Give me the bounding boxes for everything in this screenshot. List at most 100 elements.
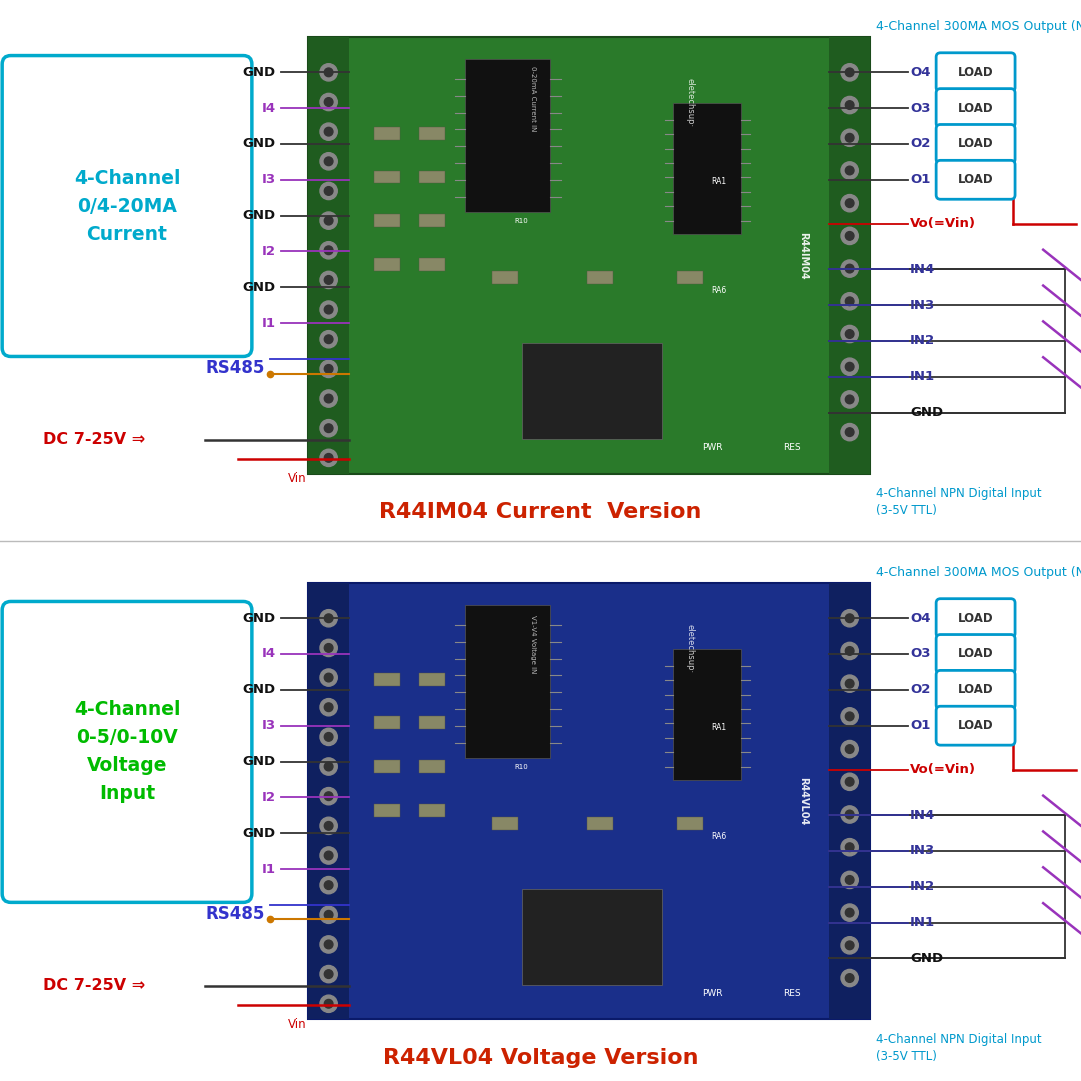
Circle shape [320,419,337,437]
Text: RA1: RA1 [711,723,726,732]
Bar [418,717,444,730]
Circle shape [845,843,854,852]
Text: LOAD: LOAD [958,612,993,625]
Circle shape [324,851,333,859]
Text: IN2: IN2 [910,334,935,347]
Circle shape [841,325,858,343]
Circle shape [320,846,337,864]
Text: I1: I1 [262,317,276,330]
Bar [418,760,444,773]
Text: IN3: IN3 [910,298,935,311]
Text: RES: RES [783,443,800,452]
FancyBboxPatch shape [936,124,1015,163]
Circle shape [845,745,854,753]
Circle shape [320,936,337,953]
Text: RES: RES [783,989,800,998]
Bar [418,672,444,685]
Text: LOAD: LOAD [958,719,993,732]
Circle shape [845,777,854,786]
Bar [418,126,444,139]
FancyBboxPatch shape [936,160,1015,199]
Circle shape [324,246,333,255]
Text: V1-V4 Voltage IN: V1-V4 Voltage IN [530,615,536,673]
Text: I1: I1 [262,863,276,876]
Circle shape [324,1000,333,1009]
Circle shape [320,698,337,716]
Bar [308,38,349,473]
Circle shape [320,729,337,746]
Text: DC 7-25V ⇒: DC 7-25V ⇒ [43,432,145,448]
Text: RA6: RA6 [711,285,726,295]
Text: 4-Channel
0/4-20MA
Current: 4-Channel 0/4-20MA Current [74,169,181,243]
Bar [374,672,400,685]
Text: GND: GND [242,827,276,840]
Circle shape [324,157,333,165]
Circle shape [841,871,858,889]
Text: I2: I2 [262,791,276,804]
Circle shape [841,227,858,244]
Bar [308,584,870,1019]
Circle shape [841,675,858,692]
Circle shape [320,450,337,467]
Circle shape [324,305,333,313]
Bar [492,817,518,830]
Circle shape [320,669,337,686]
Circle shape [841,64,858,81]
Circle shape [841,970,858,987]
Circle shape [324,822,333,830]
Text: I4: I4 [262,648,276,660]
Text: GND: GND [242,66,276,79]
FancyBboxPatch shape [2,601,252,903]
Text: R44IM04 Current  Version: R44IM04 Current Version [379,502,702,522]
Circle shape [845,974,854,983]
Text: RA1: RA1 [711,177,726,186]
Text: I4: I4 [262,102,276,115]
Circle shape [320,301,337,318]
Text: LOAD: LOAD [958,102,993,115]
Circle shape [324,643,333,652]
Circle shape [845,876,854,884]
Circle shape [841,740,858,758]
Circle shape [324,395,333,403]
Circle shape [841,642,858,659]
Bar [308,38,870,473]
Circle shape [845,362,854,371]
Text: I2: I2 [262,245,276,258]
Circle shape [324,424,333,432]
Circle shape [845,428,854,437]
Circle shape [324,762,333,771]
Circle shape [841,424,858,441]
Circle shape [841,259,858,277]
Circle shape [324,910,333,919]
Text: Vin: Vin [288,1018,307,1031]
Circle shape [324,335,333,344]
Text: LOAD: LOAD [958,683,993,696]
Text: O4: O4 [910,66,931,79]
FancyBboxPatch shape [936,53,1015,92]
Text: eletechsup·: eletechsup· [685,78,695,128]
Bar [374,717,400,730]
Circle shape [841,610,858,627]
Text: GND: GND [242,137,276,150]
Circle shape [845,908,854,917]
Text: GND: GND [910,406,944,419]
Text: O3: O3 [910,102,931,115]
Text: 4-Channel
0-5/0-10V
Voltage
Input: 4-Channel 0-5/0-10V Voltage Input [74,700,181,803]
Text: IN2: IN2 [910,880,935,893]
Circle shape [320,331,337,348]
Circle shape [841,773,858,790]
Bar [374,257,400,270]
Circle shape [845,297,854,306]
Text: R44VL04 Voltage Version: R44VL04 Voltage Version [383,1047,698,1068]
Bar [418,257,444,270]
Bar [522,343,663,439]
Circle shape [841,96,858,114]
Circle shape [845,940,854,949]
Circle shape [841,390,858,408]
Text: PWR: PWR [703,989,723,998]
Circle shape [320,271,337,289]
Circle shape [845,68,854,77]
Text: IN1: IN1 [910,370,935,383]
Circle shape [841,195,858,212]
Text: RA6: RA6 [711,831,726,841]
